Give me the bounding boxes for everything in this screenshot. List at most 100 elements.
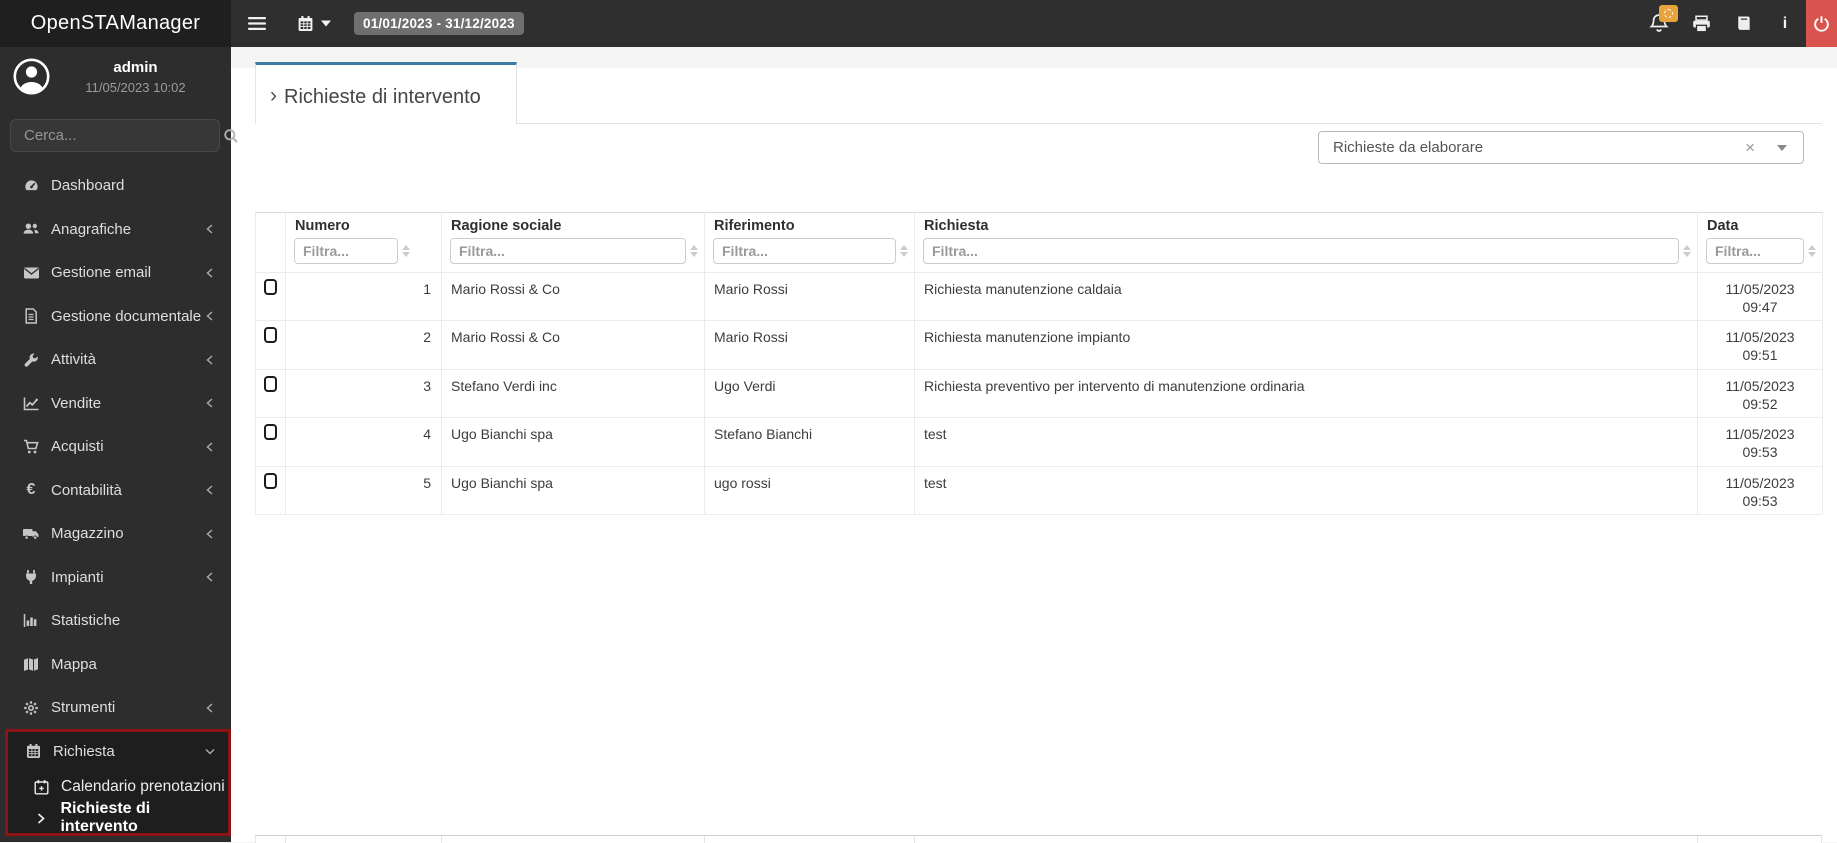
main-content: › Richieste di intervento Richieste da e… [231,47,1837,842]
calendar-icon [297,15,314,32]
info-icon: i [1783,15,1787,33]
envelope-icon [18,266,44,280]
sidebar-item-dashboard[interactable]: Dashboard [0,164,231,208]
sidebar-item-vendite[interactable]: Vendite [0,382,231,426]
avatar[interactable] [13,58,50,95]
notifications-button[interactable] [1638,0,1680,47]
column-header-numero[interactable]: Numero [286,213,442,235]
spinner-icon [1664,9,1673,18]
requests-table: Numero Ragione sociale Riferimento Richi… [255,212,1822,515]
notification-badge [1659,5,1678,22]
gear-icon [18,700,44,716]
search-icon[interactable] [223,128,239,144]
user-name: admin [50,59,221,76]
sort-icon[interactable] [1679,245,1691,257]
dropdown-caret-icon[interactable] [1777,145,1787,151]
date-range-badge[interactable]: 01/01/2023 - 31/12/2023 [354,12,524,35]
row-checkbox[interactable] [264,327,277,343]
column-header-richiesta[interactable]: Richiesta [915,213,1698,235]
sidebar-item-calendario-prenotazioni[interactable]: Calendario prenotazioni [8,770,228,803]
docs-button[interactable] [1722,0,1764,47]
sort-icon[interactable] [1804,245,1816,257]
truck-icon [18,526,44,541]
chevron-left-icon [204,397,215,409]
chevron-left-icon [204,354,215,366]
wrench-icon [18,352,44,368]
sidebar-item-magazzino[interactable]: Magazzino [0,512,231,556]
chevron-left-icon [204,702,215,714]
calendar-dropdown-button[interactable] [297,15,331,32]
hamburger-menu-icon[interactable] [231,0,283,47]
sidebar-search [10,119,220,152]
row-checkbox[interactable] [264,279,277,295]
logout-button[interactable] [1806,0,1837,47]
chevron-left-icon [204,484,215,496]
sidebar-item-richieste-di-intervento[interactable]: Richieste di intervento [8,803,228,833]
column-header-ragione-sociale[interactable]: Ragione sociale [442,213,705,235]
calendar-icon [20,743,46,759]
chevron-right-icon: › [270,85,277,107]
sidebar-item-mappa[interactable]: Mappa [0,643,231,687]
tabbar-divider [517,123,1822,124]
printer-icon [1692,15,1711,33]
user-datetime: 11/05/2023 10:02 [50,80,221,95]
sidebar-item-attivita[interactable]: Attività [0,338,231,382]
chart-line-icon [18,396,44,411]
clear-selection-icon[interactable]: × [1745,138,1755,158]
sidebar-item-anagrafiche[interactable]: Anagrafiche [0,208,231,252]
map-icon [18,657,44,672]
tachometer-icon [18,177,44,194]
sidebar-item-acquisti[interactable]: Acquisti [0,425,231,469]
info-button[interactable]: i [1764,0,1806,47]
sidebar-item-statistiche[interactable]: Statistiche [0,599,231,643]
table-row[interactable]: 1 Mario Rossi & Co Mario Rossi Richiesta… [256,272,1823,321]
row-checkbox[interactable] [264,473,277,489]
bar-chart-icon [18,613,44,628]
status-filter-select[interactable]: Richieste da elaborare × [1318,131,1804,164]
sidebar-menu: Dashboard Anagrafiche Gestione email Ges… [0,164,231,730]
sidebar: OpenSTAManager admin 11/05/2023 10:02 Da… [0,0,231,842]
filter-input-data[interactable] [1706,238,1804,264]
sidebar-item-impianti[interactable]: Impianti [0,556,231,600]
app-logo[interactable]: OpenSTAManager [0,0,231,47]
sidebar-item-contabilita[interactable]: € Contabilità [0,469,231,513]
topbar: 01/01/2023 - 31/12/2023 i [231,0,1837,47]
chevron-left-icon [204,267,215,279]
document-icon [18,308,44,324]
print-button[interactable] [1680,0,1722,47]
sidebar-item-gestione-email[interactable]: Gestione email [0,251,231,295]
richiesta-menu-group: Richiesta Calendario prenotazioni Richie… [5,729,231,836]
table-row[interactable]: 3 Stefano Verdi inc Ugo Verdi Richiesta … [256,369,1823,418]
row-checkbox[interactable] [264,424,277,440]
page-title: Richieste di intervento [284,85,481,109]
chevron-down-icon [204,746,216,757]
chevron-left-icon [204,571,215,583]
search-input[interactable] [24,127,223,144]
table-row[interactable]: 5 Ugo Bianchi spa ugo rossi test 11/05/2… [256,466,1823,515]
filter-input-ragione-sociale[interactable] [450,238,686,264]
power-icon [1813,15,1830,32]
row-checkbox[interactable] [264,376,277,392]
calendar-plus-icon [29,779,53,795]
table-row[interactable]: 4 Ugo Bianchi spa Stefano Bianchi test 1… [256,418,1823,467]
book-icon [1734,15,1753,32]
table-row[interactable]: 2 Mario Rossi & Co Mario Rossi Richiesta… [256,321,1823,370]
caret-down-icon [321,20,331,27]
status-filter-value: Richieste da elaborare [1333,139,1745,156]
table-header-row: Numero Ragione sociale Riferimento Richi… [256,213,1823,235]
sort-icon[interactable] [686,245,698,257]
filter-input-numero[interactable] [294,238,398,264]
sidebar-item-richiesta[interactable]: Richiesta [8,732,228,770]
tab-richieste-di-intervento[interactable]: › Richieste di intervento [255,62,517,124]
column-header-riferimento[interactable]: Riferimento [705,213,915,235]
sort-icon[interactable] [398,245,410,257]
plug-icon [18,569,44,585]
sidebar-item-gestione-documentale[interactable]: Gestione documentale [0,295,231,339]
filter-input-riferimento[interactable] [713,238,896,264]
sidebar-item-strumenti[interactable]: Strumenti [0,686,231,730]
filter-input-richiesta[interactable] [923,238,1679,264]
sort-icon[interactable] [896,245,908,257]
chevron-left-icon [204,441,215,453]
chevron-right-icon [29,812,52,825]
column-header-data[interactable]: Data [1698,213,1823,235]
